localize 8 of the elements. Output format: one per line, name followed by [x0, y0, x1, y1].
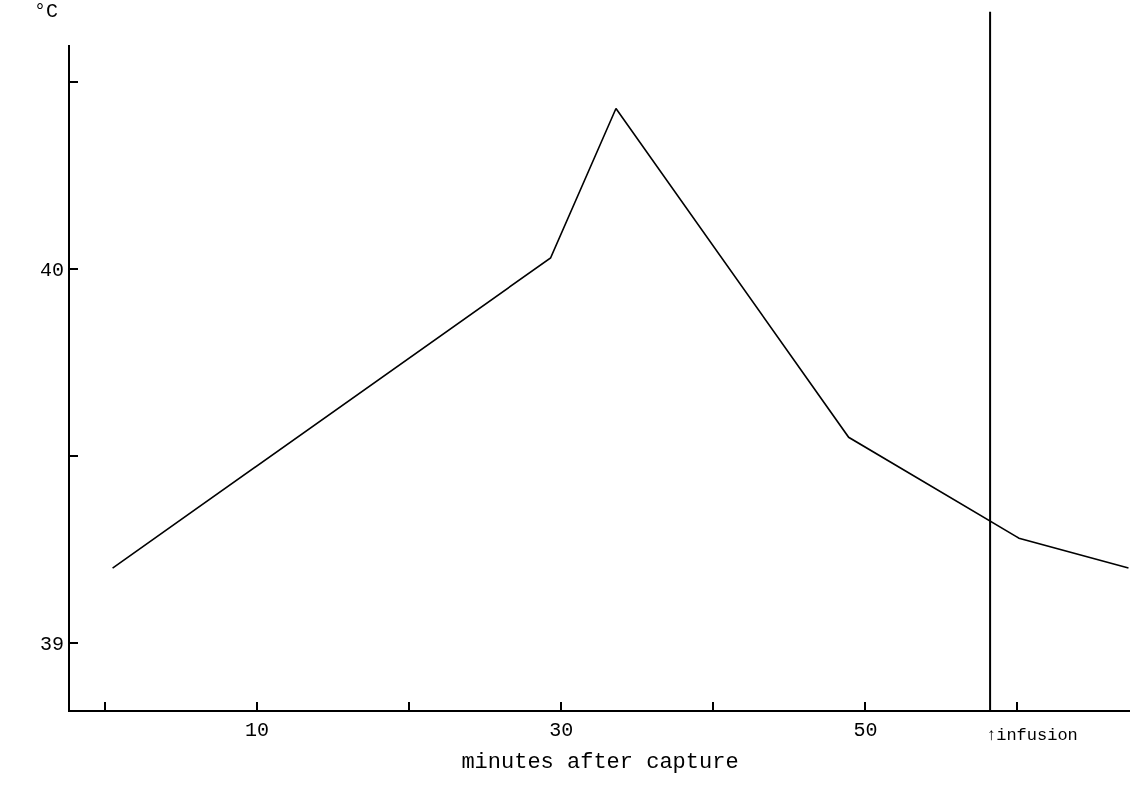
x-tick-label: 50: [853, 719, 878, 742]
y-tick-label: 40: [39, 259, 64, 283]
x-axis-title: minutes after capture: [461, 750, 739, 776]
y-tick-label: 39: [39, 632, 64, 656]
ref-line-label: ↑infusion: [986, 726, 1078, 745]
x-tick-label: 10: [245, 719, 270, 742]
y-axis-title: °C: [34, 0, 59, 23]
x-tick-label: 30: [549, 719, 574, 742]
